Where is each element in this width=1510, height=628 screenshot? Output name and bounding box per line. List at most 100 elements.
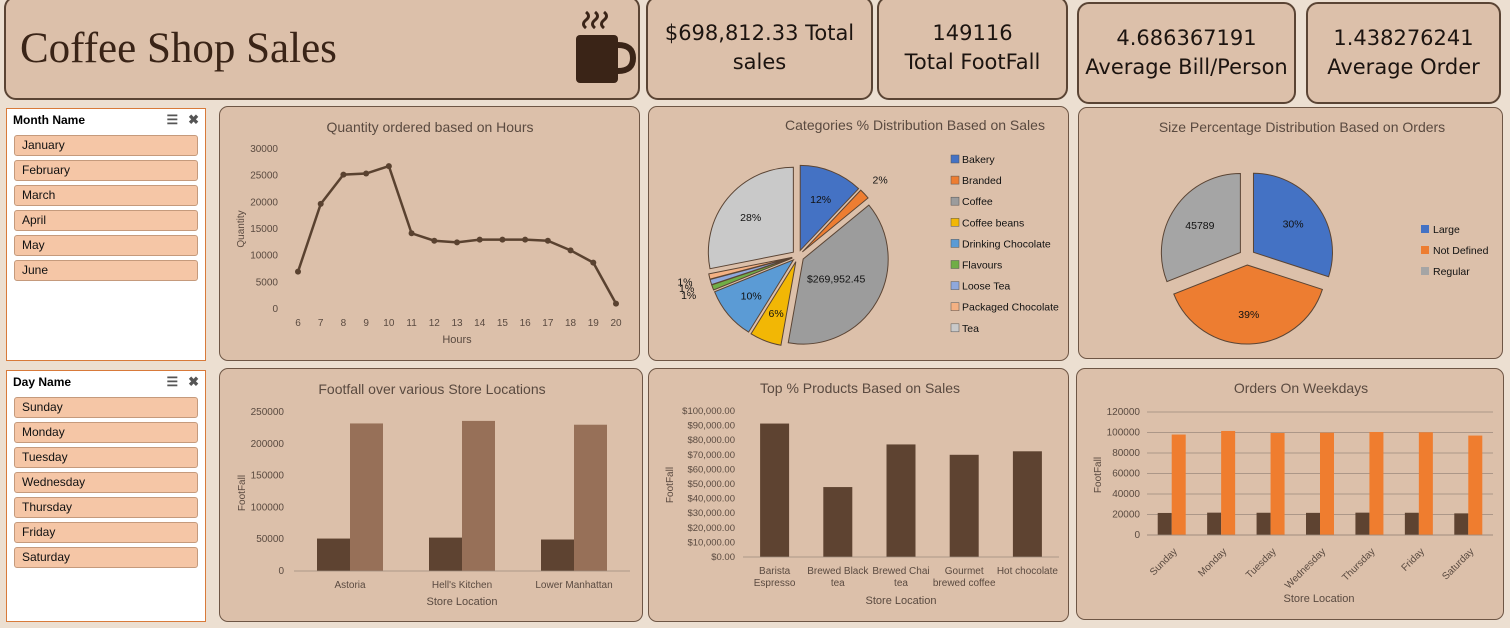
y-tick-label: 5000 (256, 277, 279, 288)
kpi-value: 4.686367191 (1116, 26, 1257, 50)
kpi-average-order: 1.438276241 Average Order (1306, 2, 1501, 104)
slicer-items: Sunday Monday Tuesday Wednesday Thursday Frid… (7, 397, 205, 568)
y-tick-label: 0 (1134, 530, 1140, 541)
clear-filter-icon[interactable]: ✖ (188, 112, 199, 127)
kpi-value: 1.438276241 (1333, 26, 1474, 50)
footfall-bar-panel: Footfall over various Store Locations 250… (219, 368, 643, 622)
x-tick-label: Saturday (1440, 546, 1476, 582)
x-tick-label: 14 (474, 318, 486, 329)
data-point (544, 237, 551, 244)
slicer-item-april[interactable]: April (14, 210, 198, 231)
x-tick-label: 12 (429, 318, 441, 329)
products-bar-panel: Top % Products Based on Sales $100,000.00… (648, 368, 1069, 622)
data-point (522, 236, 529, 243)
bar (760, 423, 790, 557)
slicer-item-monday[interactable]: Monday (14, 422, 198, 443)
bar (574, 424, 607, 571)
data-label: 1% (681, 290, 696, 302)
data-label: 12% (810, 194, 831, 206)
slicer-item-may[interactable]: May (14, 235, 198, 256)
coffee-cup-icon (576, 10, 636, 83)
pie-slice-tea (707, 166, 794, 270)
multi-select-icon[interactable]: ☰ (166, 112, 179, 127)
chart-title: Categories % Distribution Based on Sales (785, 117, 1045, 133)
data-label: 10% (741, 290, 762, 302)
slicer-item-february[interactable]: February (14, 160, 198, 181)
multi-select-icon[interactable]: ☰ (166, 374, 179, 389)
bar (1418, 432, 1433, 535)
x-tick-label: 11 (406, 318, 417, 329)
pie-slice-branded (802, 189, 869, 253)
x-tick-label: 13 (451, 318, 463, 329)
kpi-label: Average Bill/Person (1085, 55, 1288, 79)
page-title: Coffee Shop Sales (20, 25, 337, 72)
slicer-item-friday[interactable]: Friday (14, 522, 198, 543)
x-tick-label: Espresso (754, 578, 796, 589)
bar (1404, 512, 1419, 535)
x-tick-label: brewed coffee (933, 578, 996, 589)
legend-swatch (950, 323, 960, 333)
slicer-item-sunday[interactable]: Sunday (14, 397, 198, 418)
slicer-header: Month Name ☰ ✖ (7, 109, 205, 131)
slicer-item-january[interactable]: January (14, 135, 198, 156)
chart-title: Orders On Weekdays (1234, 380, 1368, 396)
data-label: 2% (872, 174, 887, 186)
bar (1369, 431, 1384, 535)
bar (462, 420, 495, 571)
bar (1270, 433, 1285, 535)
data-point (499, 236, 506, 243)
x-tick-label: Brewed Black (807, 566, 869, 577)
y-tick-label: $50,000.00 (687, 479, 735, 490)
x-tick-label: Gourmet (945, 566, 984, 577)
bar (350, 423, 383, 571)
slicer-item-wednesday[interactable]: Wednesday (14, 472, 198, 493)
data-point (567, 247, 574, 254)
legend-label: Loose Tea (962, 281, 1010, 293)
slicer-item-saturday[interactable]: Saturday (14, 547, 198, 568)
bar (429, 537, 462, 571)
clear-filter-icon[interactable]: ✖ (188, 374, 199, 389)
data-point (613, 300, 619, 307)
pie-slice-packaged-chocolate (708, 256, 793, 280)
y-axis-label: FootFall (237, 475, 248, 511)
x-axis-label: Store Location (1284, 593, 1355, 605)
legend-label: Not Defined (1433, 245, 1489, 257)
slicer-item-june[interactable]: June (14, 260, 198, 281)
kpi-label: Average Order (1327, 55, 1480, 79)
slicer-item-thursday[interactable]: Thursday (14, 497, 198, 518)
pie-slice-regular (1160, 173, 1241, 283)
kpi-value: 149116 (932, 21, 1013, 45)
y-tick-label: 25000 (250, 171, 278, 182)
slicer-items: January February March April May June (7, 135, 205, 281)
legend-swatch (950, 196, 960, 206)
chart-title: Size Percentage Distribution Based on Or… (1159, 119, 1445, 135)
bar (541, 539, 574, 571)
legend-label: Coffee beans (962, 217, 1024, 229)
y-tick-label: 50000 (256, 534, 284, 545)
data-point (431, 237, 438, 244)
y-tick-label: $100,000.00 (682, 406, 735, 417)
x-tick-label: 18 (565, 318, 577, 329)
kpi-total-footfall: 149116 Total FootFall (877, 0, 1068, 100)
x-tick-label: Hot chocolate (997, 566, 1059, 577)
y-tick-label: 100000 (1107, 428, 1141, 439)
legend-swatch (1421, 246, 1429, 254)
footfall-bar-chart: Footfall over various Store Locations 250… (237, 381, 630, 608)
bar (1171, 434, 1186, 535)
x-tick-label: 17 (542, 318, 554, 329)
data-label: 6% (768, 308, 783, 320)
bar (1256, 512, 1271, 535)
x-tick-label: Monday (1196, 546, 1229, 579)
y-tick-label: 20000 (250, 197, 278, 208)
legend-label: Coffee (962, 196, 993, 208)
data-point (476, 236, 483, 243)
legend-label: Branded (962, 175, 1002, 187)
y-axis-label: FootFall (1093, 457, 1104, 493)
y-tick-label: 80000 (1112, 448, 1140, 459)
data-point (363, 170, 370, 177)
x-tick-label: Friday (1400, 546, 1427, 573)
slicer-item-march[interactable]: March (14, 185, 198, 206)
slicer-item-tuesday[interactable]: Tuesday (14, 447, 198, 468)
pie-slice-bakery (799, 164, 860, 252)
x-tick-label: 15 (497, 318, 509, 329)
